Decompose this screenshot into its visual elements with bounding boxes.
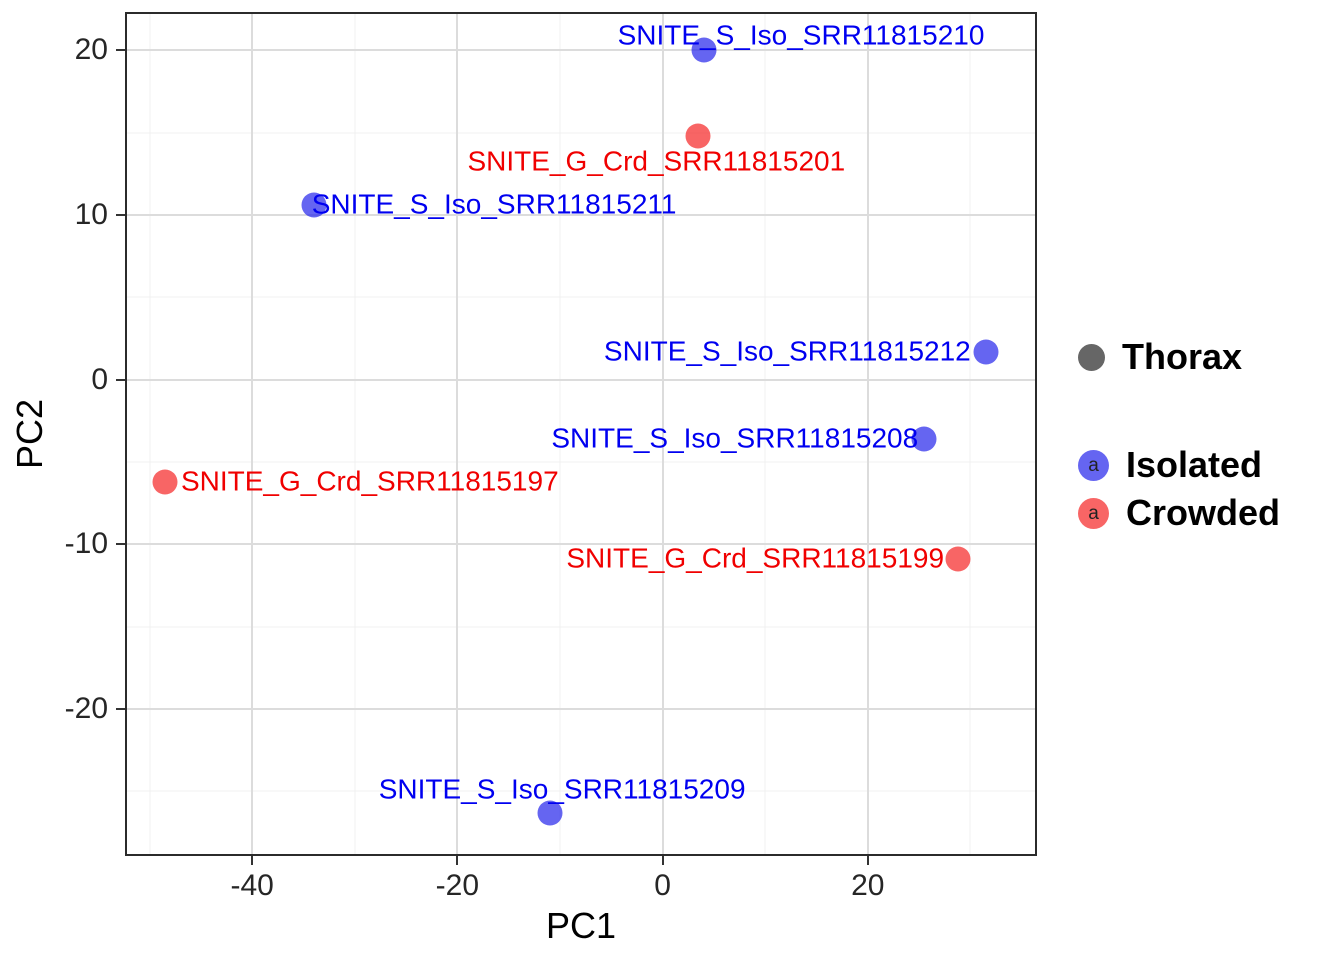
point-label: SNITE_S_Iso_SRR11815208 bbox=[551, 422, 919, 454]
data-point bbox=[537, 800, 563, 826]
y-tick-mark bbox=[116, 543, 125, 546]
x-major-gridline bbox=[251, 14, 254, 854]
data-point bbox=[301, 192, 327, 218]
point-label: SNITE_G_Crd_SRR11815201 bbox=[467, 145, 846, 177]
point-label: SNITE_G_Crd_SRR11815197 bbox=[180, 465, 559, 497]
plot-panel: SNITE_S_Iso_SRR11815210 SNITE_G_Crd_SRR11… bbox=[125, 12, 1037, 856]
x-minor-gridline bbox=[969, 14, 971, 854]
y-tick-mark bbox=[116, 708, 125, 711]
point-label: SNITE_S_Iso_SRR11815210 bbox=[617, 19, 985, 51]
y-major-gridline bbox=[127, 543, 1035, 546]
x-major-gridline bbox=[456, 14, 459, 854]
x-tick-label: 0 bbox=[654, 869, 671, 902]
plot-area: SNITE_S_Iso_SRR11815210 SNITE_G_Crd_SRR11… bbox=[65, 12, 1037, 944]
y-axis-title: PC2 bbox=[9, 398, 50, 470]
y-major-gridline bbox=[127, 378, 1035, 381]
y-tick-label: 20 bbox=[74, 33, 108, 67]
x-tick-label: -20 bbox=[435, 869, 480, 902]
point-label: SNITE_S_Iso_SRR11815211 bbox=[311, 188, 677, 220]
isolated-key-icon: a bbox=[1078, 449, 1109, 481]
data-point bbox=[973, 339, 999, 365]
y-minor-gridline bbox=[127, 132, 1035, 134]
point-label: SNITE_S_Iso_SRR11815212 bbox=[603, 335, 971, 367]
x-tick-label: -40 bbox=[230, 869, 274, 902]
crowded-key-icon: a bbox=[1078, 497, 1109, 529]
x-minor-gridline bbox=[354, 14, 356, 854]
y-minor-gridline bbox=[127, 461, 1035, 463]
x-axis-title: PC1 bbox=[545, 905, 617, 946]
data-point bbox=[685, 123, 711, 149]
y-tick-mark bbox=[116, 213, 125, 216]
y-tick-mark bbox=[116, 378, 125, 381]
y-tick-label: -10 bbox=[64, 527, 108, 561]
thorax-point-icon bbox=[1078, 343, 1105, 371]
point-label: SNITE_S_Iso_SRR11815209 bbox=[378, 773, 746, 805]
x-tick-mark bbox=[866, 856, 869, 865]
y-minor-gridline bbox=[127, 626, 1035, 628]
data-point bbox=[945, 546, 971, 572]
legend-entry-isolated: a Isolated bbox=[1078, 444, 1262, 486]
y-tick-mark bbox=[116, 49, 125, 52]
y-tick-label: 0 bbox=[91, 362, 108, 396]
x-tick-label: 20 bbox=[851, 869, 885, 902]
legend-label-thorax: Thorax bbox=[1122, 336, 1243, 377]
data-point bbox=[152, 469, 178, 495]
y-minor-gridline bbox=[127, 296, 1035, 298]
y-tick-label: -20 bbox=[64, 692, 108, 726]
x-tick-mark bbox=[456, 856, 459, 865]
legend-group-thorax: Thorax bbox=[1078, 336, 1242, 378]
legend-label-isolated: Isolated bbox=[1126, 444, 1263, 485]
data-point bbox=[691, 37, 717, 63]
x-major-gridline bbox=[866, 14, 869, 854]
data-point bbox=[911, 426, 937, 452]
x-minor-gridline bbox=[559, 14, 561, 854]
x-minor-gridline bbox=[764, 14, 766, 854]
legend-label-crowded: Crowded bbox=[1126, 492, 1281, 533]
x-major-gridline bbox=[661, 14, 664, 854]
y-major-gridline bbox=[127, 708, 1035, 711]
y-minor-gridline bbox=[127, 790, 1035, 792]
point-label: SNITE_G_Crd_SRR11815199 bbox=[566, 542, 945, 574]
x-tick-mark bbox=[661, 856, 664, 865]
y-major-gridline bbox=[127, 213, 1035, 216]
y-tick-label: 10 bbox=[74, 197, 108, 231]
legend-entry-crowded: a Crowded bbox=[1078, 492, 1280, 534]
x-tick-mark bbox=[251, 856, 254, 865]
x-minor-gridline bbox=[149, 14, 151, 854]
y-major-gridline bbox=[127, 49, 1035, 52]
